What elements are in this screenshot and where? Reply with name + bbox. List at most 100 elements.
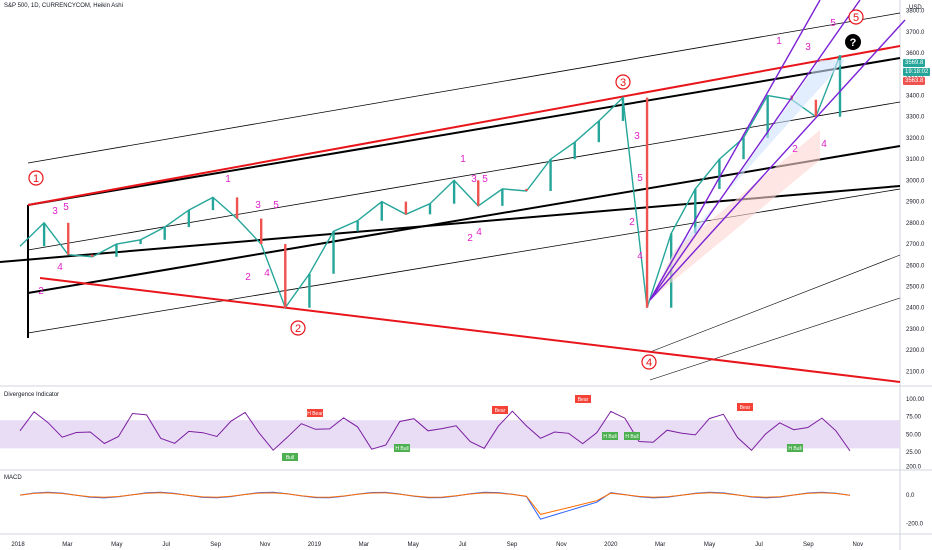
price-candle (42, 222, 46, 247)
price-tick-label: 3000.0 (906, 178, 925, 184)
macd-title: MACD (4, 475, 22, 481)
macd-tick-label: -200.0 (906, 521, 924, 527)
wave-label: 4 (57, 262, 63, 273)
wave-label: 5 (63, 202, 69, 213)
divergence-badge (307, 409, 323, 417)
time-tick-label: 2019 (308, 542, 322, 548)
price-series-line (19, 54, 841, 310)
price-candle (115, 244, 118, 257)
divergence-badge (575, 395, 591, 403)
price-candle (187, 210, 191, 228)
question-label: ? (850, 37, 857, 49)
time-tick-label: Mar (655, 542, 665, 548)
price-candle (308, 273, 311, 308)
channel-line (649, 254, 901, 353)
divergence-badge (624, 432, 640, 440)
wave-label: 3 (634, 131, 640, 142)
divergence-badge-label: H Bull (603, 434, 616, 440)
fork-line (649, 0, 861, 301)
wave-label: 1 (225, 174, 231, 185)
divergence-badge (394, 444, 410, 452)
price-tick-label: 2800.0 (906, 221, 925, 227)
red-trend-line (39, 277, 901, 383)
wave-circle-label: 1 (33, 173, 39, 185)
price-candle (766, 95, 769, 138)
wave-label: 3 (805, 42, 811, 53)
wave-circle-label: 5 (853, 12, 859, 24)
time-tick-label: May (704, 542, 715, 548)
divergence-badge-label: Bear (495, 408, 506, 414)
divergence-tick-label: 75.00 (906, 415, 922, 421)
wave-label: 5 (482, 174, 488, 185)
price-candle (501, 188, 504, 206)
channel-line (649, 297, 901, 381)
wave-label: 3 (255, 200, 261, 211)
wave-circle-label: 4 (646, 357, 652, 369)
currency-label: USD (909, 5, 922, 11)
price-candle (259, 218, 263, 245)
time-tick-label: Mar (359, 542, 369, 548)
divergence-badge-label: Bear (740, 405, 751, 411)
price-candle (573, 142, 576, 160)
price-tick-label: 2100.0 (906, 369, 925, 375)
divergence-line (19, 410, 851, 452)
wave-label: 3 (52, 206, 58, 217)
price-tick-label: 3100.0 (906, 157, 925, 163)
price-tick-label: 2900.0 (906, 200, 925, 206)
price-candle (694, 188, 697, 234)
divergence-tick-label: 50.00 (906, 432, 922, 438)
price-candle (549, 159, 552, 191)
time-tick-label: Nov (852, 542, 863, 548)
price-candle (91, 254, 94, 257)
wave-circle (28, 170, 44, 186)
channel-line (27, 101, 901, 251)
wave-circle (641, 354, 657, 370)
price-candle (477, 180, 480, 206)
time-tick-label: Jul (162, 542, 170, 548)
price-tick-label: 3400.0 (906, 94, 925, 100)
price-candle (428, 203, 432, 215)
price-candle (621, 97, 625, 121)
divergence-badge (787, 444, 803, 452)
wave-label: 2 (245, 272, 251, 283)
wave-label: 3 (471, 174, 477, 185)
wave-label: 1 (460, 154, 466, 165)
wave-circle-label: 2 (295, 323, 301, 335)
wave-label: 4 (637, 251, 643, 262)
price-tick-label: 3300.0 (906, 115, 925, 121)
wave-label: 2 (792, 144, 798, 155)
price-candle (235, 197, 239, 219)
fork-line (649, 0, 821, 301)
divergence-tick-label: 100.00 (906, 397, 925, 403)
price-candle (404, 201, 408, 215)
price-candle (332, 231, 335, 274)
chart-title: S&P 500, 1D, CURRENCYCOM, Heikin Ashi (4, 3, 123, 9)
channel-line (27, 12, 901, 164)
price-candle (356, 220, 359, 232)
macd-tick-label: 0.0 (906, 493, 915, 499)
prev-close-badge: 3563.8 (903, 77, 926, 85)
divergence-badge (492, 406, 508, 414)
fork-line (649, 19, 906, 301)
time-tick-label: Sep (803, 542, 814, 548)
price-candle (525, 188, 528, 191)
red-trend-line (27, 45, 901, 206)
price-candle (211, 197, 215, 211)
price-candle (838, 55, 842, 117)
divergence-badge-label: Bull (286, 455, 294, 461)
time-tick-label: Sep (507, 542, 518, 548)
wave-label: 4 (264, 268, 270, 279)
wave-label: 1 (776, 36, 782, 47)
price-candle (814, 99, 818, 117)
time-tick-label: 2018 (11, 542, 25, 548)
wave-label: 5 (273, 200, 279, 211)
price-tick-label: 2400.0 (906, 306, 925, 312)
time-tick-label: Mar (62, 542, 72, 548)
price-tick-label: 3600.0 (906, 51, 925, 57)
wave-label: 5 (637, 173, 643, 184)
wave-label: 4 (821, 139, 827, 150)
divergence-badge (737, 403, 753, 411)
price-candle (163, 227, 166, 240)
divergence-badge-label: H Bull (788, 446, 801, 452)
